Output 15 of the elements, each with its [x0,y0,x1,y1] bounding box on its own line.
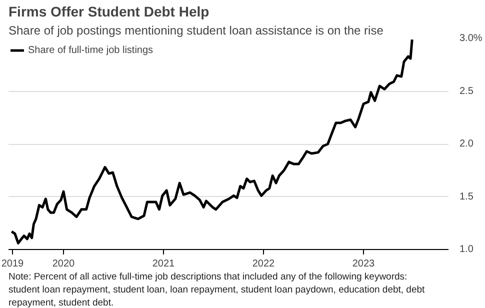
y-tick-label: 2.0 [460,138,474,150]
y-tick-label: 1.5 [460,191,474,202]
line-series [10,38,414,244]
y-tick-label: 2.5 [460,86,474,97]
x-tick-label: 2020 [52,258,76,270]
x-tick-label: 2022 [252,258,276,270]
x-tick-label: 2023 [352,258,376,270]
legend-label: Share of full-time job listings [28,44,154,56]
chart-subtitle: Share of job postings mentioning student loan assistance is on the rise [8,24,384,38]
x-tick-label: 2019 [1,258,24,270]
chart-title: Firms Offer Student Debt Help [8,4,210,20]
y-tick-label: 3.0% [460,33,482,44]
y-tick-label: 1.0 [460,244,474,255]
text: Note: Percent of all active full-time job descriptions that included any of the following keywords: student loan repayment, student loan, loan repayment, student loan paydown, education debt, debt repayment, student debt. [8,272,426,308]
x-tick-label: 2021 [152,258,176,270]
